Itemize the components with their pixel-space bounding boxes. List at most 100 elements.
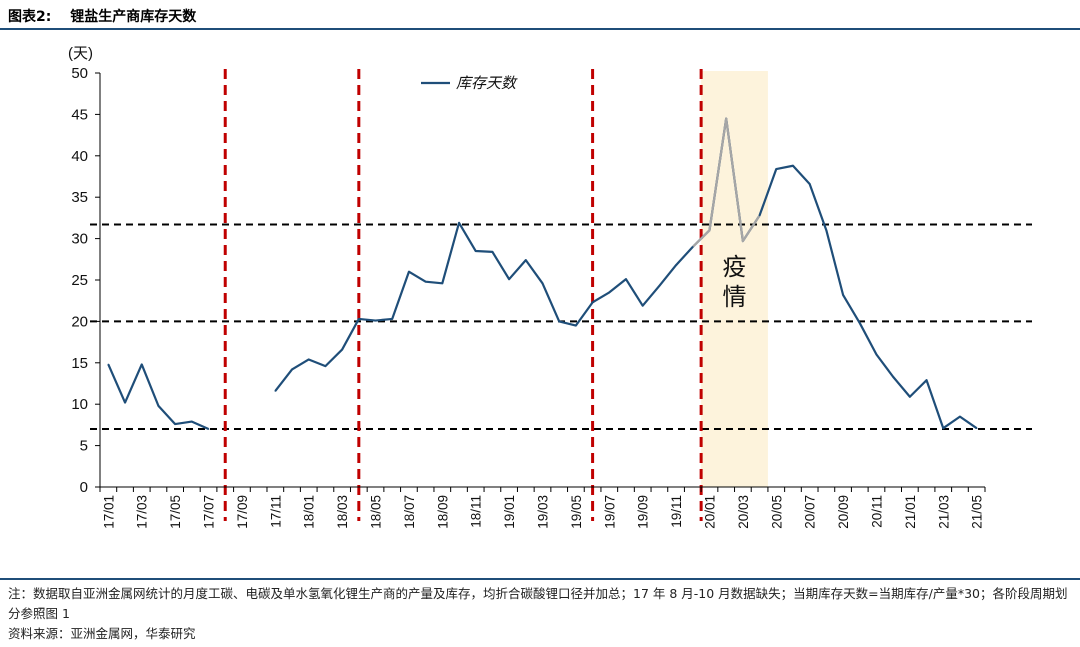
- x-tick-label-20-07: 20/07: [803, 495, 818, 529]
- top-rule: [0, 28, 1080, 30]
- data-point-19-02: [525, 259, 527, 261]
- x-tick-label-19-03: 19/03: [536, 495, 551, 529]
- y-tick-label-50: 50: [71, 65, 88, 82]
- y-tick-label-10: 10: [71, 396, 88, 413]
- data-point-18-04: [358, 318, 360, 320]
- series-line-segment-1: [274, 117, 978, 430]
- data-point-20-01: [708, 229, 711, 232]
- x-tick-label-19-07: 19/07: [602, 495, 617, 529]
- x-tick-label-20-05: 20/05: [769, 495, 784, 529]
- y-tick-label-20: 20: [71, 313, 88, 330]
- data-point-21-03: [942, 427, 945, 430]
- data-point-18-03: [341, 348, 343, 351]
- data-point-17-06: [191, 420, 193, 423]
- x-tick-label-18-11: 18/11: [469, 495, 484, 528]
- data-point-19-06: [591, 301, 594, 304]
- data-point-19-11: [675, 264, 677, 266]
- x-tick-label-17-11: 17/11: [268, 495, 283, 528]
- footnote: 注：数据取自亚洲金属网统计的月度工碳、电碳及单水氢氧化锂生产商的产量及库存，均折…: [8, 586, 1068, 621]
- data-point-20-06: [792, 164, 794, 167]
- y-tick-label-30: 30: [71, 231, 88, 248]
- x-tick-label-17-05: 17/05: [168, 495, 183, 529]
- figure-label: 图表2:: [8, 9, 52, 25]
- x-tick-label-19-01: 19/01: [502, 495, 517, 529]
- data-point-20-05: [775, 168, 778, 170]
- data-point-19-03: [541, 282, 544, 285]
- bottom-rule: [0, 578, 1080, 580]
- data-point-18-09: [441, 282, 444, 285]
- x-tick-label-17-03: 17/03: [135, 495, 150, 529]
- data-point-18-12: [491, 251, 494, 253]
- y-tick-label-25: 25: [71, 272, 88, 289]
- annotation-char-0: 疫: [723, 253, 747, 281]
- legend-label: 库存天数: [456, 75, 518, 92]
- data-point-20-09: [842, 294, 844, 296]
- data-point-19-12: [691, 246, 694, 248]
- x-tick-label-17-09: 17/09: [235, 495, 250, 529]
- x-tick-label-18-05: 18/05: [369, 495, 384, 529]
- x-tick-label-20-09: 20/09: [836, 495, 851, 529]
- x-tick-label-18-03: 18/03: [335, 495, 350, 529]
- data-point-17-02: [124, 401, 126, 404]
- x-tick-label-19-09: 19/09: [636, 495, 651, 529]
- data-point-21-04: [959, 415, 961, 418]
- data-point-20-12: [892, 376, 894, 378]
- data-point-20-03: [742, 240, 744, 242]
- x-tick-label-17-07: 17/07: [202, 495, 217, 529]
- x-tick-label-20-11: 20/11: [869, 495, 884, 528]
- x-tick-label-19-11: 19/11: [669, 495, 684, 528]
- shaded-period: [701, 71, 768, 487]
- data-point-18-07: [408, 270, 410, 273]
- data-point-19-10: [658, 284, 661, 287]
- x-tick-label-18-07: 18/07: [402, 495, 417, 529]
- annotation-char-1: 情: [723, 283, 747, 311]
- data-point-19-07: [608, 291, 611, 294]
- source-note: 资料来源：亚洲金属网，华泰研究: [8, 626, 196, 641]
- data-point-19-09: [641, 304, 644, 307]
- x-tick-label-18-01: 18/01: [302, 495, 317, 529]
- x-tick-label-21-03: 21/03: [936, 495, 951, 529]
- data-point-17-01: [107, 363, 110, 366]
- x-tick-label-21-05: 21/05: [970, 495, 985, 529]
- data-point-20-11: [875, 353, 878, 356]
- data-point-18-06: [391, 318, 394, 320]
- data-point-17-07: [207, 428, 210, 430]
- figure-title: 锂盐生产商库存天数: [70, 9, 197, 25]
- data-point-19-08: [625, 278, 627, 280]
- data-point-17-04: [157, 405, 160, 407]
- data-point-19-01: [508, 278, 510, 280]
- data-point-18-10: [458, 222, 460, 224]
- data-point-18-05: [374, 319, 377, 322]
- data-point-17-12: [291, 368, 293, 371]
- data-point-21-01: [909, 395, 911, 398]
- y-tick-label-15: 15: [71, 355, 88, 372]
- data-point-20-04: [758, 214, 761, 217]
- x-tick-label-17-01: 17/01: [101, 495, 116, 529]
- data-point-17-11: [274, 390, 277, 392]
- notes-block: 注：数据取自亚洲金属网统计的月度工碳、电碳及单水氢氧化锂生产商的产量及库存，均折…: [8, 584, 1074, 644]
- figure-header: 图表2: 锂盐生产商库存天数: [8, 6, 196, 26]
- x-tick-label-21-01: 21/01: [903, 495, 918, 529]
- y-tick-label-0: 0: [80, 479, 88, 496]
- data-point-17-05: [174, 423, 176, 425]
- data-point-18-02: [324, 365, 327, 367]
- data-point-18-01: [307, 358, 310, 361]
- data-point-20-10: [858, 322, 861, 324]
- x-tick-label-18-09: 18/09: [435, 495, 450, 529]
- data-point-21-05: [975, 427, 978, 430]
- data-point-19-04: [558, 320, 560, 323]
- x-tick-label-19-05: 19/05: [569, 495, 584, 529]
- data-point-18-11: [474, 250, 477, 252]
- y-axis-label: (天): [68, 45, 93, 62]
- x-tick-label-20-01: 20/01: [702, 495, 717, 529]
- y-tick-label-35: 35: [71, 189, 88, 206]
- data-point-19-05: [575, 324, 577, 327]
- y-tick-label-5: 5: [80, 438, 88, 455]
- data-point-20-02: [725, 117, 727, 120]
- x-tick-label-20-03: 20/03: [736, 495, 751, 529]
- data-point-21-02: [925, 379, 928, 381]
- data-point-17-03: [140, 363, 143, 366]
- data-point-18-08: [424, 280, 427, 283]
- data-point-20-08: [825, 229, 828, 232]
- chart-area: 0 5 10 15 20 25 30 35 40 45 50 17/01 17/03 17/05 17/0…: [68, 45, 1032, 529]
